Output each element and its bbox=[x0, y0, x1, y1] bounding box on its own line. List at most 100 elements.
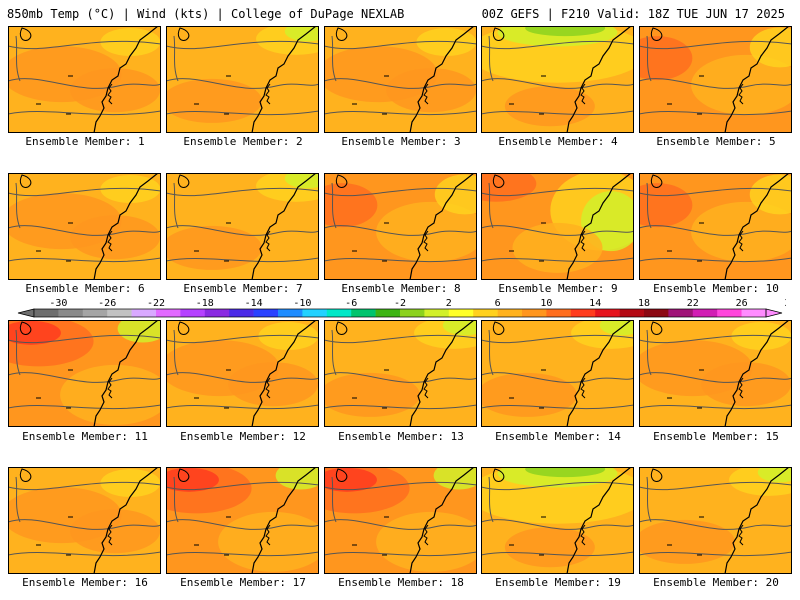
colorbar-tick-label: 2 bbox=[446, 298, 452, 309]
temperature-contour-fill bbox=[691, 201, 792, 262]
chesapeake-bay-outline bbox=[580, 524, 586, 546]
colorbar-tick-label: 30 bbox=[784, 298, 786, 309]
temperature-contour-fill bbox=[504, 86, 595, 127]
height-contour-line bbox=[488, 182, 494, 229]
ensemble-member-caption: Ensemble Member: 20 bbox=[653, 576, 779, 589]
panel-border bbox=[166, 26, 319, 133]
colorbar-segment bbox=[131, 309, 157, 317]
ensemble-member-map bbox=[481, 467, 634, 574]
temperature-contour-fill bbox=[70, 509, 161, 554]
great-lakes-outline bbox=[19, 468, 32, 482]
ensemble-member-map bbox=[324, 173, 477, 280]
colorbar-segment bbox=[278, 309, 303, 317]
temperature-contour-fill bbox=[70, 68, 161, 113]
height-contour-line bbox=[646, 329, 652, 376]
colorbar-tick-label: -22 bbox=[147, 298, 165, 309]
temperature-contour-fill bbox=[166, 467, 219, 492]
height-contour-line bbox=[481, 334, 634, 344]
colorbar-tick-label: -6 bbox=[345, 298, 357, 309]
ensemble-member-map bbox=[481, 26, 634, 133]
chesapeake-bay-outline bbox=[738, 377, 744, 399]
colorbar-tick-label: 26 bbox=[736, 298, 748, 309]
chesapeake-bay-outline bbox=[107, 230, 113, 252]
chesapeake-bay-outline bbox=[265, 230, 271, 252]
height-contour-line bbox=[8, 187, 161, 197]
ensemble-member-caption: Ensemble Member: 15 bbox=[653, 430, 779, 443]
temperature-contour-fill bbox=[8, 320, 61, 345]
temperature-contour-fill bbox=[324, 372, 420, 417]
height-contour-line bbox=[481, 372, 634, 383]
colorbar-tick-label: 14 bbox=[589, 298, 601, 309]
height-contour-line bbox=[639, 519, 792, 530]
colorbar-segment bbox=[473, 309, 498, 317]
ensemble-member-caption: Ensemble Member: 4 bbox=[498, 135, 618, 148]
ensemble-member-map bbox=[166, 467, 319, 574]
height-contour-line bbox=[481, 187, 634, 197]
ensemble-member-map bbox=[481, 173, 634, 280]
chart-title: 850mb Temp (°C) | Wind (kts) | College o… bbox=[7, 7, 405, 21]
height-contour-line bbox=[324, 257, 477, 263]
temperature-map bbox=[481, 26, 634, 133]
height-contour-line bbox=[639, 481, 792, 491]
height-contour-line bbox=[324, 187, 477, 197]
colorbar-segment bbox=[58, 309, 84, 317]
ensemble-member-caption: Ensemble Member: 12 bbox=[180, 430, 306, 443]
colorbar-segment bbox=[302, 309, 328, 317]
height-contour-line bbox=[324, 481, 477, 491]
height-contour-line bbox=[8, 334, 161, 344]
ensemble-member-caption: Ensemble Member: 18 bbox=[338, 576, 464, 589]
colorbar-tick-label: -2 bbox=[394, 298, 406, 309]
height-contour-line bbox=[331, 329, 337, 376]
temperature-map bbox=[481, 467, 634, 574]
temperature-contour-fill bbox=[324, 183, 378, 228]
height-contour-line bbox=[324, 334, 477, 344]
temperature-contour-fill bbox=[100, 175, 161, 204]
temperature-map bbox=[639, 26, 792, 133]
temperature-map bbox=[166, 467, 319, 574]
colorbar-segment bbox=[448, 309, 474, 317]
ensemble-member-caption: Ensemble Member: 8 bbox=[341, 282, 461, 295]
colorbar-segment bbox=[546, 309, 572, 317]
great-lakes-outline bbox=[650, 321, 663, 335]
ensemble-member-map bbox=[8, 467, 161, 574]
colorbar-graphic: -30-26-22-18-14-10-6-2261014182226303438… bbox=[17, 298, 786, 318]
ensemble-member-caption: Ensemble Member: 7 bbox=[183, 282, 303, 295]
ensemble-member-caption: Ensemble Member: 16 bbox=[22, 576, 148, 589]
temperature-contour-fill bbox=[504, 527, 595, 568]
ensemble-member-caption: Ensemble Member: 6 bbox=[25, 282, 145, 295]
height-contour-line bbox=[324, 372, 477, 383]
ensemble-member-map bbox=[639, 173, 792, 280]
great-lakes-outline bbox=[492, 174, 505, 188]
panel-border bbox=[324, 320, 477, 427]
coastline bbox=[251, 26, 317, 133]
coastline bbox=[409, 467, 475, 574]
height-contour-line bbox=[481, 40, 634, 50]
colorbar-segment bbox=[717, 309, 742, 317]
height-contour-line bbox=[639, 404, 792, 410]
height-contour-line bbox=[481, 519, 634, 530]
ensemble-member-caption: Ensemble Member: 5 bbox=[656, 135, 776, 148]
temperature-contour-fill bbox=[166, 225, 262, 270]
temperature-contour-fill bbox=[376, 511, 477, 572]
ensemble-member-map bbox=[639, 467, 792, 574]
temperature-map bbox=[481, 173, 634, 280]
coastline bbox=[251, 173, 317, 280]
chesapeake-bay-outline bbox=[738, 230, 744, 252]
colorbar-segment bbox=[204, 309, 230, 317]
height-contour-line bbox=[324, 519, 477, 530]
height-contour-line bbox=[646, 35, 652, 82]
colorbar-segment bbox=[326, 309, 352, 317]
height-contour-line bbox=[324, 78, 477, 89]
great-lakes-outline bbox=[19, 174, 32, 188]
height-contour-line bbox=[15, 35, 21, 82]
great-lakes-outline bbox=[335, 468, 348, 482]
height-contour-line bbox=[166, 187, 319, 197]
chesapeake-bay-outline bbox=[423, 230, 429, 252]
colorbar-max-arrow bbox=[765, 308, 783, 318]
colorbar-tick-label: -26 bbox=[98, 298, 116, 309]
panel-border bbox=[324, 467, 477, 574]
temperature-contour-fill bbox=[701, 362, 792, 407]
height-contour-line bbox=[639, 551, 792, 557]
coastline bbox=[724, 26, 790, 133]
colorbar-segment bbox=[375, 309, 401, 317]
